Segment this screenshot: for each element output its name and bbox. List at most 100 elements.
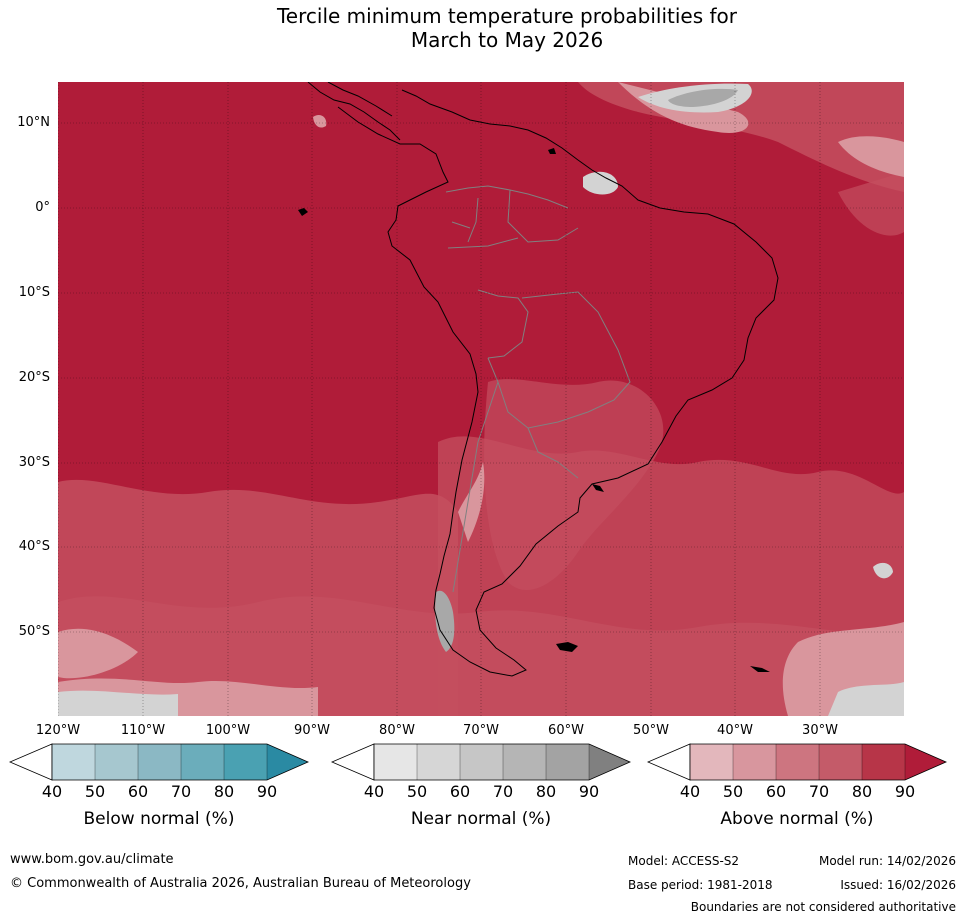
region-near-normal-caribbean-dark [668, 88, 738, 107]
tick-label: 40 [679, 782, 701, 801]
galapagos-islands [298, 208, 308, 216]
title-line-1: Tercile minimum temperature probabilitie… [276, 4, 738, 28]
colorbar-near-bin-3 [460, 744, 503, 780]
colorbar-below-outline [51, 743, 309, 781]
lon-label-60w: 60°W [548, 723, 584, 738]
region-near-normal-pacific-1 [313, 115, 327, 128]
colorbar-above-bin-5 [862, 744, 905, 780]
tick-label: 50 [84, 782, 106, 801]
colorbar-near-normal [330, 743, 631, 781]
lon-label-120w: 120°W [35, 723, 81, 738]
gridlines [58, 82, 904, 716]
colorbar-near-bin-5 [546, 744, 589, 780]
coastline-central-america [307, 82, 401, 141]
region-above-light-4 [838, 136, 904, 177]
tick-label: 80 [851, 782, 873, 801]
colorbar-above-label: Above normal (%) [720, 809, 874, 829]
lat-label-20s: 20°S [18, 370, 50, 385]
colorbar-near-bin-2 [417, 744, 460, 780]
title-line-2: March to May 2026 [410, 28, 604, 52]
model-run-date: Model run: 14/02/2026 [818, 854, 956, 868]
tick-label: 70 [170, 782, 192, 801]
region-above-mid-north-atlantic [838, 172, 904, 236]
colorbar-above-bin-3 [776, 744, 819, 780]
tick-label: 50 [406, 782, 428, 801]
colorbar-above-outline [689, 743, 947, 781]
falkland-islands [556, 642, 578, 652]
tick-label: 70 [808, 782, 830, 801]
lon-label-40w: 40°W [717, 723, 753, 738]
colorbar-near-dividers [416, 744, 590, 780]
colorbar-near-extend-high [589, 744, 630, 780]
map-title: Tercile minimum temperature probabilitie… [0, 4, 965, 52]
region-near-normal-south-2 [828, 682, 904, 716]
tick-label: 90 [256, 782, 278, 801]
lon-label-30w: 30°W [802, 723, 838, 738]
lat-label-50s: 50°S [18, 624, 50, 639]
colorbar-near-ticks: 40 50 60 70 80 90 [330, 782, 632, 802]
tick-label: 60 [765, 782, 787, 801]
colorbar-above-extend-low [646, 743, 691, 781]
region-near-normal-south-1 [58, 690, 178, 716]
colorbar-near-outline [373, 743, 631, 781]
colorbar-near-label: Near normal (%) [410, 809, 552, 829]
lagoon-dos-patos [592, 484, 604, 492]
lon-label-90w: 90°W [294, 723, 330, 738]
colorbar-above-ticks: 40 50 60 70 80 90 [646, 782, 948, 802]
lon-label-50w: 50°W [633, 723, 669, 738]
model-name: Model: ACCESS-S2 [628, 854, 740, 868]
south-georgia [750, 666, 770, 672]
tick-label: 50 [722, 782, 744, 801]
lon-label-80w: 80°W [379, 723, 415, 738]
colorbar-below-bin-1 [52, 744, 95, 780]
lon-label-110w: 110°W [120, 723, 166, 738]
website-link[interactable]: www.bom.gov.au/climate [10, 852, 174, 867]
colorbar-above-bin-1 [690, 744, 733, 780]
tick-label: 90 [894, 782, 916, 801]
coastline-south-america [337, 89, 779, 677]
colorbar-below-normal [8, 743, 309, 781]
probability-map [58, 82, 904, 716]
tick-label: 40 [363, 782, 385, 801]
colorbar-below-label: Below normal (%) [83, 809, 235, 829]
copyright-text: © Commonwealth of Australia 2026, Austra… [10, 876, 471, 891]
issued-date: Issued: 16/02/2026 [840, 878, 956, 892]
lat-label-30s: 30°S [18, 455, 50, 470]
colorbar-above-bin-2 [733, 744, 776, 780]
lon-label-100w: 100°W [205, 723, 251, 738]
colorbar-near-bin-4 [503, 744, 546, 780]
colorbar-below-extend-low [8, 743, 53, 781]
colorbar-above-dividers [732, 744, 906, 780]
lat-label-0: 0° [35, 200, 50, 215]
lat-label-40s: 40°S [18, 539, 50, 554]
region-above-mid-continent [484, 379, 664, 591]
colorbar-near-bin-1 [374, 744, 417, 780]
colorbar-above-extend-high [905, 744, 946, 780]
tick-label: 90 [578, 782, 600, 801]
colorbar-below-bin-2 [95, 744, 138, 780]
region-near-normal-guiana [583, 171, 618, 195]
colorbar-near-extend-low [330, 743, 375, 781]
boundaries-disclaimer: Boundaries are not considered authoritat… [690, 900, 956, 914]
region-near-normal-patagonia [435, 590, 455, 652]
colorbar-below-bin-3 [138, 744, 181, 780]
lat-label-10n: 10°N [17, 115, 50, 130]
region-above-light-1 [58, 628, 138, 679]
lat-label-10s: 10°S [18, 285, 50, 300]
tick-label: 80 [213, 782, 235, 801]
tick-label: 80 [535, 782, 557, 801]
colorbar-below-extend-high [267, 744, 308, 780]
tick-label: 60 [127, 782, 149, 801]
tick-label: 70 [492, 782, 514, 801]
tick-label: 40 [41, 782, 63, 801]
colorbar-above-bin-4 [819, 744, 862, 780]
colorbar-below-bin-4 [181, 744, 224, 780]
tick-label: 60 [449, 782, 471, 801]
country-borders [445, 185, 631, 593]
colorbar-below-dividers [94, 744, 268, 780]
region-near-normal-south-atlantic [873, 562, 893, 579]
trinidad [548, 148, 556, 154]
lon-label-70w: 70°W [463, 723, 499, 738]
colorbar-below-bin-5 [224, 744, 267, 780]
colorbar-below-ticks: 40 50 60 70 80 90 [8, 782, 310, 802]
